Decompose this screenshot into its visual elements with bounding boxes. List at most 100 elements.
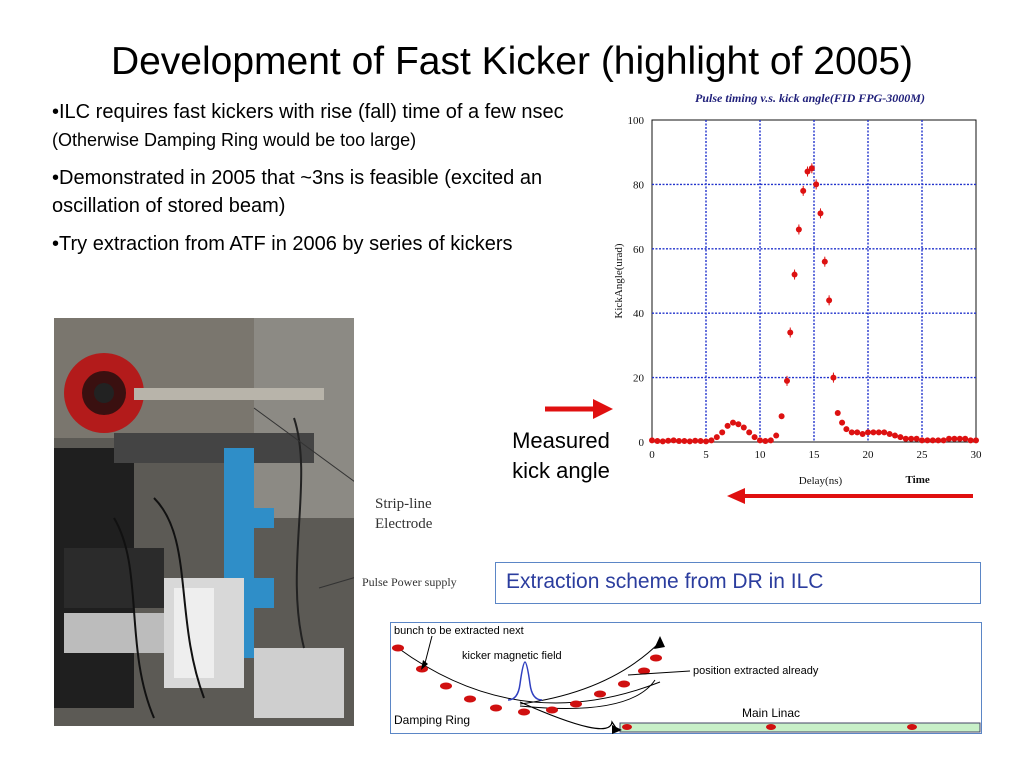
left-arrow-icon <box>727 488 973 504</box>
data-point <box>834 410 841 417</box>
data-point <box>746 429 753 436</box>
measured-kick-angle-label: Measured kick angle <box>512 428 610 483</box>
data-point <box>848 429 855 436</box>
x-tick-label: 20 <box>863 449 875 461</box>
kicker-label: kicker magnetic field <box>462 650 562 662</box>
pulse-power-label: Pulse Power supply <box>362 575 457 589</box>
data-point <box>791 271 798 278</box>
x-tick-label: 5 <box>703 449 709 461</box>
damping-ring-label: Damping Ring <box>394 713 470 727</box>
data-point <box>676 438 682 445</box>
data-point <box>719 429 726 436</box>
extraction-scheme-diagram: bunch to be extracted next kicker magnet… <box>390 622 982 734</box>
bullet-note: (Otherwise Damping Ring would be too lar… <box>52 130 417 150</box>
bullet-text: •Try extraction from ATF in 2006 by seri… <box>52 233 513 255</box>
data-point <box>919 437 925 444</box>
bullet-item: •Demonstrated in 2005 that ~3ns is feasi… <box>52 164 592 220</box>
chart-title: Pulse timing v.s. kick angle(FID FPG-300… <box>695 91 925 105</box>
data-point <box>854 429 861 436</box>
data-point <box>962 435 969 442</box>
data-point <box>692 437 699 444</box>
data-point <box>951 435 958 442</box>
ring-bunch <box>594 690 606 698</box>
data-point <box>665 437 672 444</box>
data-point <box>654 438 661 445</box>
x-tick-label: 10 <box>755 449 767 461</box>
bullet-text: •ILC requires fast kickers with rise (fa… <box>52 101 564 123</box>
y-tick-label: 100 <box>628 115 645 127</box>
linac-bunch <box>622 724 632 730</box>
data-point <box>881 429 888 436</box>
data-point <box>839 419 846 426</box>
data-point <box>778 413 785 420</box>
y-tick-label: 0 <box>639 437 645 449</box>
data-point <box>924 437 931 444</box>
extraction-caption: Extraction scheme from DR in ILC <box>495 562 981 604</box>
data-point <box>740 424 747 431</box>
ring-bunch <box>392 644 404 652</box>
data-point <box>935 437 942 444</box>
apparatus-photo-image <box>54 318 354 726</box>
data-point <box>787 329 794 336</box>
x-axis-label: Delay(ns) <box>799 475 843 487</box>
apparatus-photo <box>54 318 354 726</box>
x-tick-label: 15 <box>809 449 821 461</box>
main-linac-bar <box>619 722 981 733</box>
data-point <box>724 422 731 429</box>
main-linac-label: Main Linac <box>742 706 800 720</box>
y-tick-label: 20 <box>633 373 645 385</box>
data-point <box>929 437 936 444</box>
data-point <box>804 168 811 175</box>
data-point <box>784 377 790 384</box>
ring-bunch <box>518 708 530 716</box>
data-point <box>908 435 915 442</box>
data-point <box>830 374 837 381</box>
data-point <box>813 181 820 188</box>
linac-bunch <box>907 724 917 730</box>
data-point <box>897 434 904 441</box>
data-point <box>659 438 666 445</box>
ring-bunch <box>618 680 630 688</box>
x-tick-label: 25 <box>917 449 929 461</box>
y-tick-label: 80 <box>633 179 645 191</box>
kicker-pulse <box>507 661 543 701</box>
bullet-item: •Try extraction from ATF in 2006 by seri… <box>52 230 592 258</box>
data-point <box>767 437 774 444</box>
data-point <box>967 437 974 444</box>
data-point <box>751 434 758 441</box>
data-point <box>940 437 947 444</box>
data-point <box>843 426 850 433</box>
ring-bunches <box>392 644 662 716</box>
data-point <box>973 437 979 444</box>
kick-angle-chart: 0 5 10 15 20 25 30 0 20 40 60 80 100 Delay(ns) Time Kic… <box>613 115 982 487</box>
data-point <box>697 438 704 445</box>
position-label: position extracted already <box>693 665 819 677</box>
data-point <box>703 438 709 445</box>
time-label: Time <box>906 474 930 486</box>
data-point <box>795 226 802 233</box>
data-point <box>875 429 882 436</box>
data-point <box>670 437 677 444</box>
data-point <box>892 432 898 439</box>
data-point <box>686 438 693 445</box>
data-point <box>762 438 769 445</box>
data-point <box>800 187 807 194</box>
data-point <box>913 435 920 442</box>
data-point <box>773 432 780 439</box>
data-point <box>730 419 736 426</box>
data-point <box>870 429 877 436</box>
data-point <box>821 258 828 265</box>
bullet-list: •ILC requires fast kickers with rise (fa… <box>52 98 592 268</box>
x-tick-label: 0 <box>649 449 655 461</box>
y-tick-label: 40 <box>633 308 645 320</box>
data-point <box>708 437 715 444</box>
data-point <box>859 430 866 437</box>
data-point <box>681 438 688 445</box>
data-point <box>946 435 952 442</box>
data-point <box>649 437 655 444</box>
data-point <box>808 165 815 172</box>
strip-line-label: Strip-line Electrode <box>375 496 433 532</box>
data-point <box>886 430 893 437</box>
data-point <box>757 437 763 444</box>
data-point <box>713 434 720 441</box>
